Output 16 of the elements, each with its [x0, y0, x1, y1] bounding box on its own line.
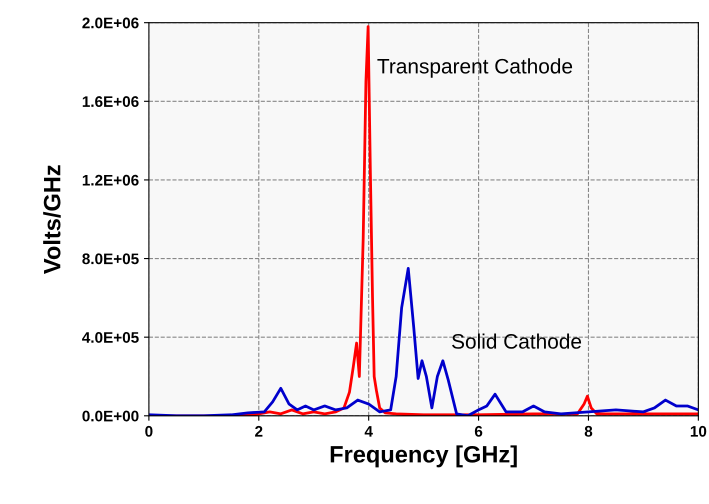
x-tick-label: 8 [584, 426, 592, 437]
y-axis-title: Volts/GHz [43, 165, 61, 274]
x-tick-label: 2 [255, 426, 262, 437]
x-tick-label: 6 [474, 426, 482, 437]
y-tick-label: 0.0E+00 [82, 410, 139, 422]
y-tick-label: 4.0E+05 [82, 332, 139, 343]
x-tick-label: 0 [145, 426, 153, 437]
x-axis-title: Frequency [GHz] [330, 445, 517, 468]
y-tick-label: 1.6E+06 [82, 96, 139, 107]
annotation: Transparent Cathode [377, 58, 572, 78]
annotation: Solid Cathode [452, 333, 582, 349]
x-tick-label: 10 [690, 426, 706, 437]
x-tick-label: 4 [364, 426, 373, 437]
y-tick-label: 1.2E+06 [82, 174, 139, 186]
y-tick-label: 8.0E+05 [82, 253, 139, 264]
y-tick-label: 2.0E+06 [82, 18, 139, 28]
